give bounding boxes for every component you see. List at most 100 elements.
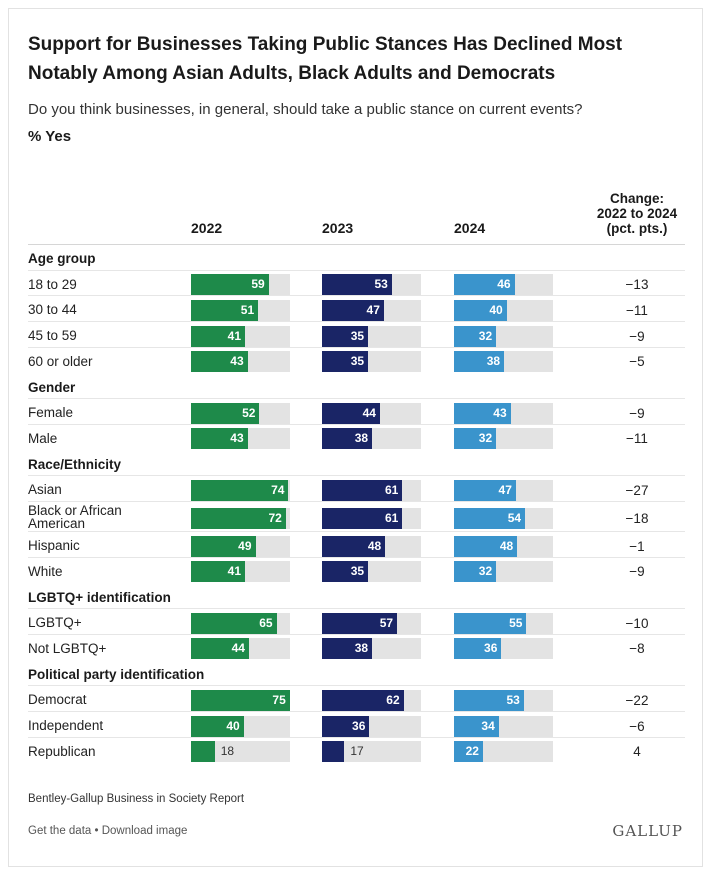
- bar-2024: [454, 402, 511, 424]
- row-divider: [28, 501, 685, 503]
- bar-2024: [454, 299, 507, 321]
- bar-value-label: 52: [242, 405, 256, 420]
- bar-value-label: 32: [478, 431, 493, 446]
- bar-2024: [454, 428, 497, 450]
- bar-track: 48: [454, 535, 553, 557]
- bar-2022: [191, 715, 244, 737]
- bar-track: 35: [322, 561, 421, 583]
- row-divider: [28, 398, 685, 400]
- bar-track: 38: [454, 351, 553, 373]
- bar-2022: [191, 689, 290, 711]
- bar-2022: [191, 351, 248, 373]
- bar-track: 61: [322, 479, 421, 501]
- change-value: −11: [626, 302, 648, 318]
- bar-track: 57: [322, 612, 421, 634]
- bar-track: 62: [322, 689, 421, 711]
- bar-value-label: 40: [489, 302, 503, 317]
- bar-2024: [454, 689, 524, 711]
- change-value: −1: [629, 538, 645, 554]
- change-header-line-2: 2022 to 2024: [596, 206, 678, 221]
- group-label: Race/Ethnicity: [28, 456, 122, 472]
- bar-track: 44: [191, 638, 290, 660]
- bar-2024: [454, 273, 515, 295]
- row-label: Not LGBTQ+: [28, 641, 107, 656]
- bar-value-label: 32: [478, 564, 493, 579]
- row-label: 45 to 59: [28, 328, 77, 344]
- download-image-link[interactable]: Download image: [101, 825, 188, 837]
- bar-2022: [191, 535, 256, 557]
- bar-track: 55: [454, 612, 553, 634]
- gallup-logo: GALLUP: [612, 822, 683, 840]
- bar-value-label: 38: [354, 641, 369, 656]
- change-value: −6: [629, 718, 645, 734]
- row-label: 60 or older: [28, 353, 93, 369]
- bar-track: 18: [191, 741, 290, 763]
- bar-track: 36: [322, 715, 421, 737]
- bar-2022: [191, 325, 245, 347]
- row-label: White: [28, 563, 63, 579]
- bar-2023: [322, 402, 380, 424]
- row-divider: [28, 556, 685, 558]
- group-label: Gender: [28, 379, 76, 395]
- bar-2023: [322, 351, 369, 373]
- measure-label: % Yes: [28, 128, 72, 145]
- bar-track: 51: [191, 299, 290, 321]
- bar-track: 74: [191, 479, 290, 501]
- bar-value-label: 46: [497, 276, 511, 291]
- bar-track: 22: [454, 741, 553, 763]
- bar-value-label: 72: [268, 510, 282, 525]
- bar-value-label: 59: [251, 276, 265, 291]
- source-note: Bentley-Gallup Business in Society Repor…: [28, 793, 245, 805]
- bar-2024: [454, 612, 527, 634]
- bar-2023: [322, 741, 345, 763]
- change-value: −9: [629, 564, 645, 580]
- bar-track: 75: [191, 689, 290, 711]
- bar-2023: [322, 507, 403, 529]
- bar-2022: [191, 638, 249, 660]
- chart-title: Support for Businesses Taking Public Sta…: [28, 34, 623, 84]
- bar-2022: [191, 402, 260, 424]
- row-label: 18 to 29: [28, 276, 77, 292]
- row-divider: [28, 711, 685, 713]
- bar-value-label: 44: [362, 405, 376, 420]
- bar-2023: [322, 612, 398, 634]
- bar-track: 65: [191, 612, 290, 634]
- bar-value-label: 51: [240, 302, 255, 317]
- row-divider: [28, 424, 685, 425]
- row-divider: [28, 608, 685, 610]
- bar-value-label: 34: [481, 718, 495, 733]
- bar-track: 48: [322, 535, 421, 557]
- bar-value-label: 75: [272, 692, 286, 707]
- bar-value-label: 41: [227, 328, 241, 343]
- bar-track: 43: [191, 428, 290, 450]
- bar-2023: [322, 535, 386, 557]
- bar-track: 53: [454, 689, 553, 711]
- row-divider: [28, 346, 685, 348]
- bar-2022: [191, 507, 286, 529]
- get-data-link[interactable]: Get the data: [28, 825, 92, 837]
- bar-2023: [322, 273, 392, 295]
- bar-2022: [191, 273, 269, 295]
- change-header-line-3: (pct. pts.): [606, 221, 668, 236]
- change-value: −13: [625, 276, 649, 292]
- change-value: −18: [625, 510, 649, 526]
- bar-value-label: 43: [230, 354, 244, 369]
- bar-track: 35: [322, 325, 421, 347]
- bar-2024: [454, 325, 497, 347]
- row-label: Female: [28, 405, 74, 421]
- row-label: Black or African American: [28, 503, 122, 532]
- change-value: −8: [629, 641, 645, 657]
- bar-2022: [191, 741, 215, 763]
- change-value: −9: [629, 328, 645, 344]
- bar-track: 53: [322, 273, 421, 295]
- bar-track: 47: [322, 299, 421, 321]
- bar-value-label: 43: [230, 431, 244, 446]
- row-label: Hispanic: [28, 538, 80, 554]
- row-divider: [28, 634, 685, 635]
- change-value: −5: [629, 354, 645, 370]
- bar-2024: [454, 561, 497, 583]
- change-value: −11: [626, 431, 648, 447]
- footer-links: Get the data • Download image: [28, 825, 187, 837]
- bar-2023: [322, 428, 373, 450]
- change-value: 4: [633, 744, 641, 760]
